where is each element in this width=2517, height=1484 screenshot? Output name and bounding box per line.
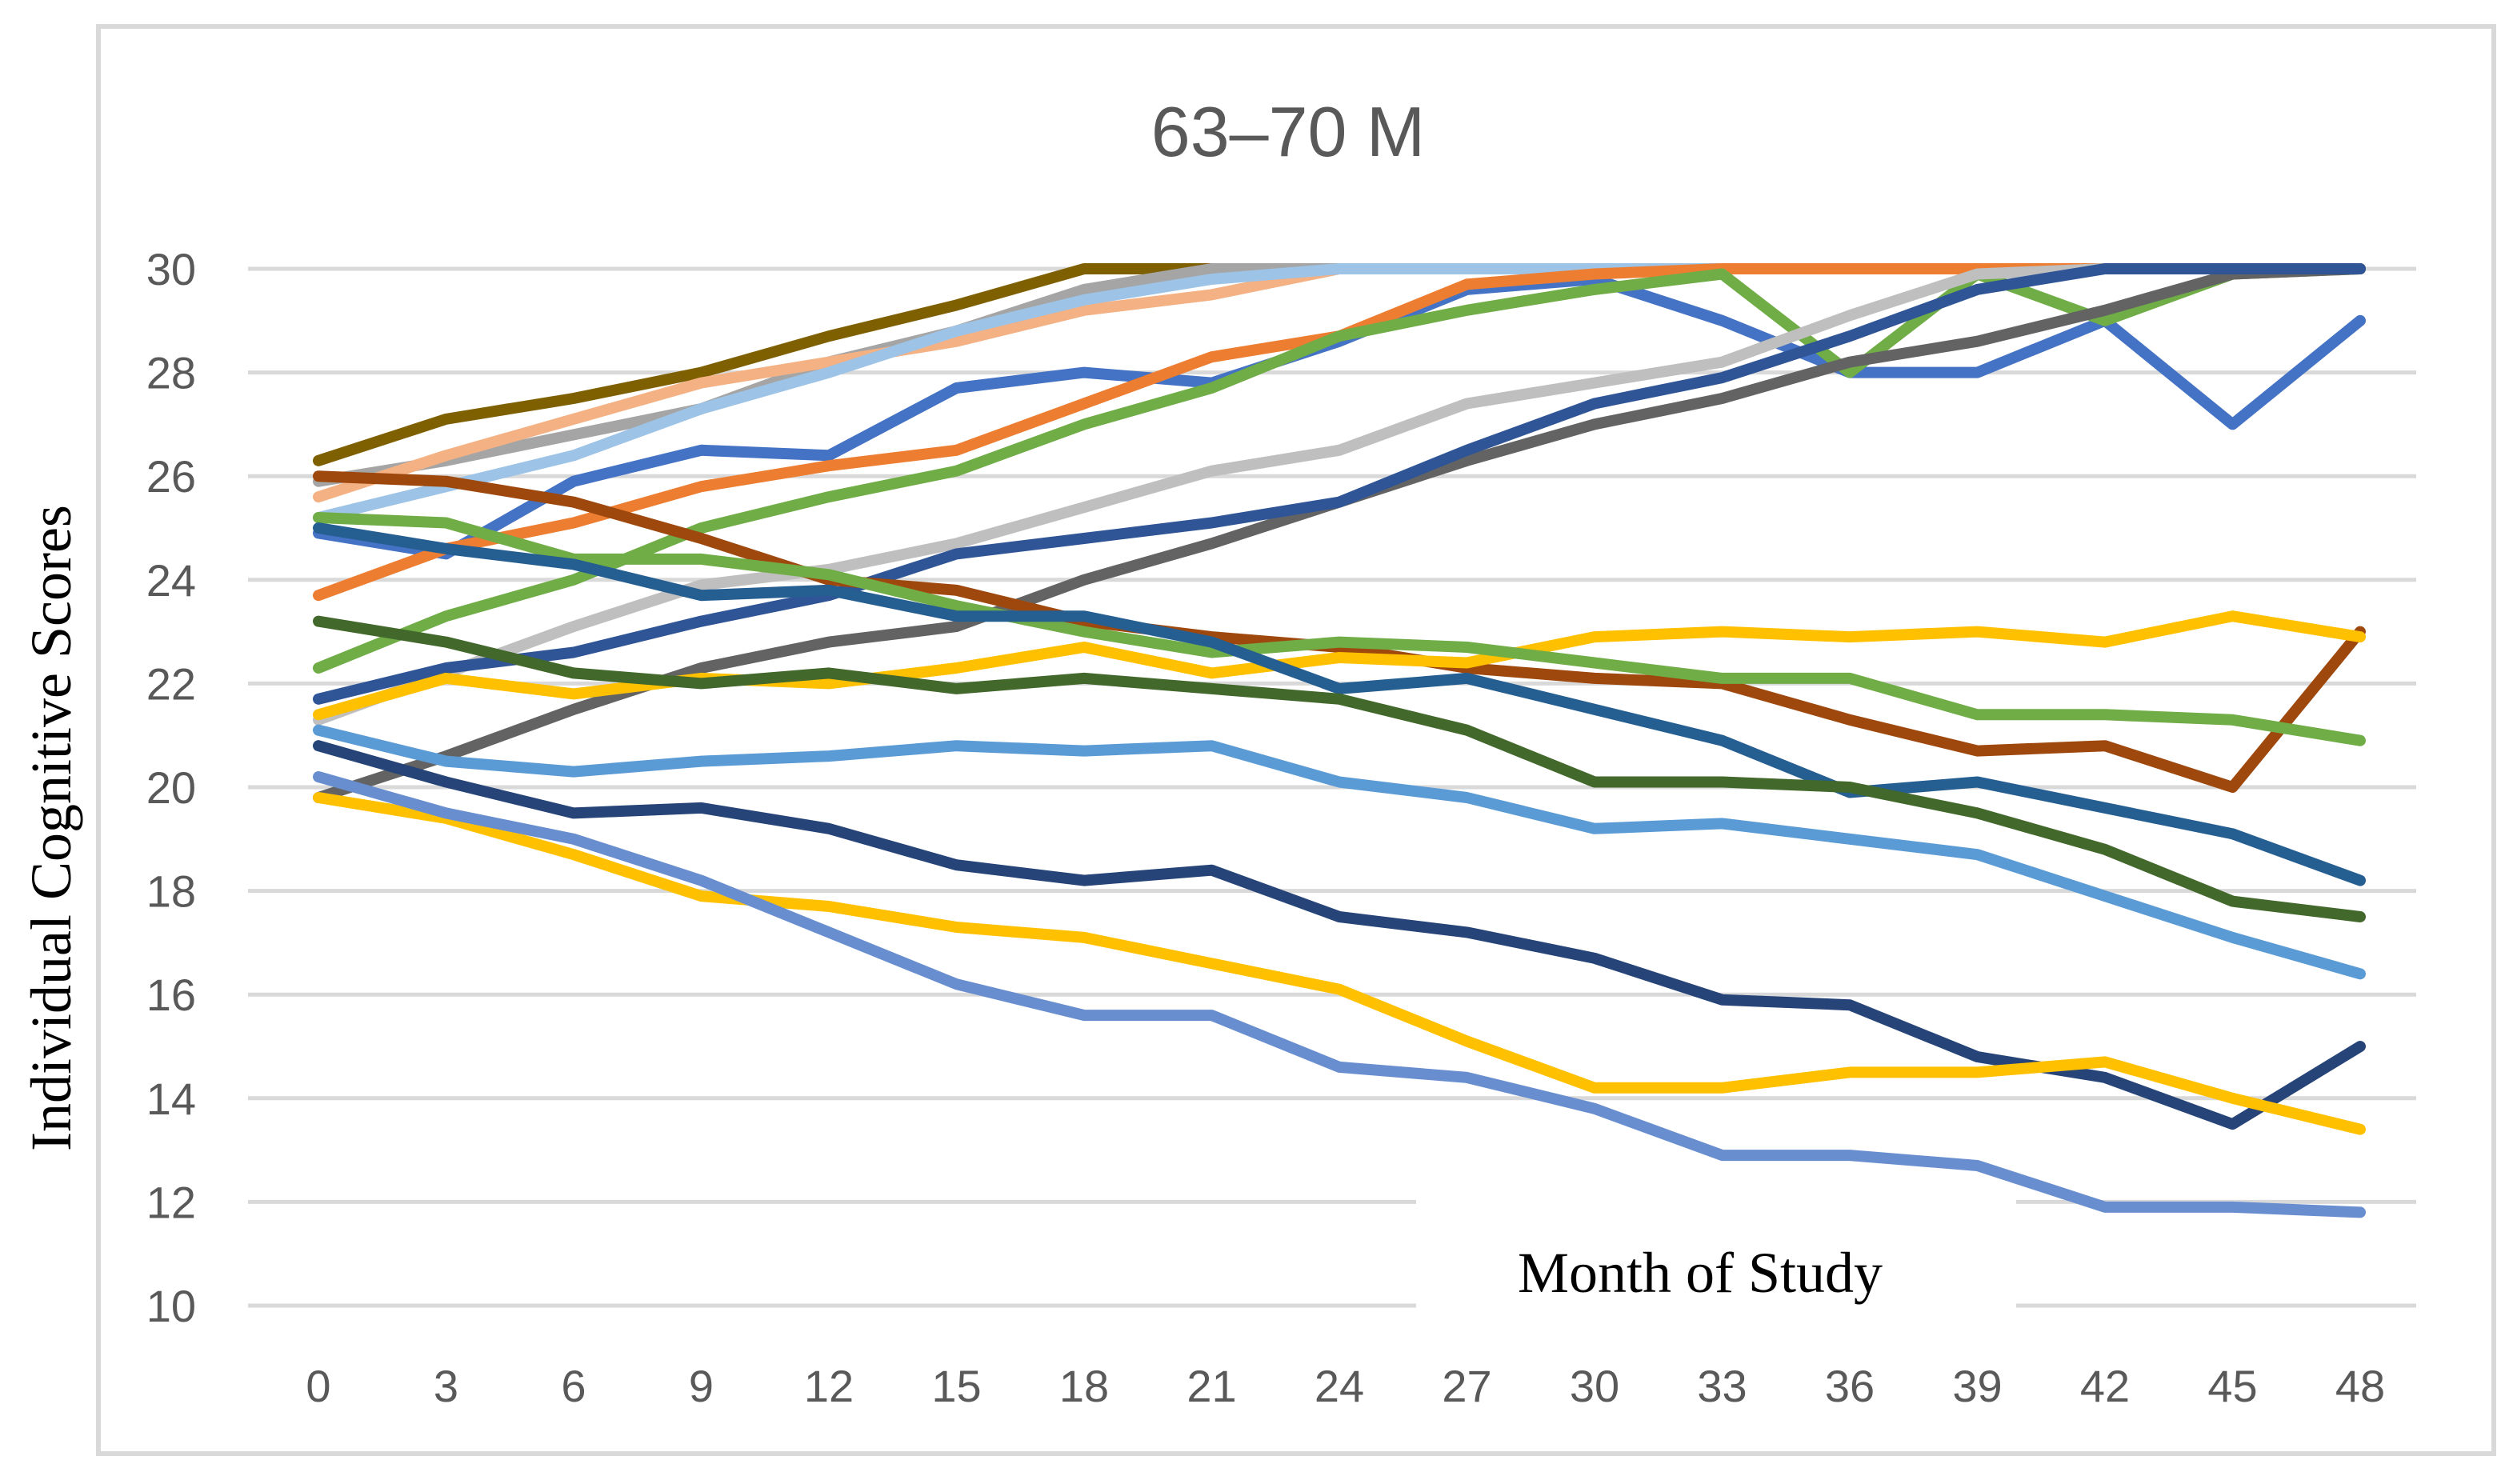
x-tick-label: 39: [1952, 1361, 2002, 1411]
chart-title: 63–70 M: [1151, 92, 1425, 171]
x-tick-label: 45: [2207, 1361, 2257, 1411]
x-axis-label: Month of Study: [1518, 1241, 1883, 1305]
series-line-s15: [313, 615, 2366, 922]
x-tick-label: 33: [1697, 1361, 1747, 1411]
y-axis-label: Individual Cognitive Scores: [19, 505, 83, 1151]
x-tick-label: 48: [2335, 1361, 2385, 1411]
x-tick-label: 6: [561, 1361, 586, 1411]
x-axis-label-background: [1416, 1196, 2016, 1320]
y-tick-label: 28: [146, 348, 196, 398]
y-tick-label: 26: [146, 451, 196, 502]
series-line-s11: [313, 470, 2366, 793]
y-tick-label: 18: [146, 866, 196, 917]
x-tick-label: 9: [689, 1361, 714, 1411]
x-tick-label: 36: [1825, 1361, 1875, 1411]
series-line-s19: [313, 771, 2366, 1218]
x-tick-label: 21: [1186, 1361, 1236, 1411]
y-tick-label: 24: [146, 555, 196, 606]
series-line-s16: [313, 724, 2366, 980]
series-line-s14: [313, 522, 2366, 886]
x-tick-label: 30: [1570, 1361, 1619, 1411]
series-line-s18: [313, 792, 2366, 1135]
x-tick-label: 12: [804, 1361, 854, 1411]
x-tick-label: 42: [2080, 1361, 2130, 1411]
series-line-s10: [313, 263, 2366, 705]
y-axis-ticks: 10 12 14 16 18 20 22 24 26 28 30: [146, 244, 196, 1331]
y-tick-label: 20: [146, 762, 196, 813]
x-tick-label: 18: [1059, 1361, 1109, 1411]
series-line-s8: [313, 263, 2366, 726]
x-tick-label: 0: [306, 1361, 330, 1411]
y-tick-label: 22: [146, 658, 196, 709]
y-tick-label: 30: [146, 244, 196, 294]
x-tick-label: 27: [1442, 1361, 1491, 1411]
y-tick-label: 12: [146, 1177, 196, 1227]
series-line-s13: [313, 512, 2366, 746]
y-tick-label: 14: [146, 1074, 196, 1124]
x-tick-label: 24: [1315, 1361, 1364, 1411]
y-tick-label: 16: [146, 970, 196, 1020]
x-axis-ticks: 0 3 6 9 12 15 18 21 24 27 30 33 36 39 42 45 48: [306, 1361, 2385, 1411]
x-tick-label: 15: [931, 1361, 981, 1411]
series-lines: [313, 263, 2366, 1218]
x-tick-label: 3: [434, 1361, 458, 1411]
series-line-s7: [313, 263, 2366, 674]
y-tick-label: 10: [146, 1281, 196, 1331]
